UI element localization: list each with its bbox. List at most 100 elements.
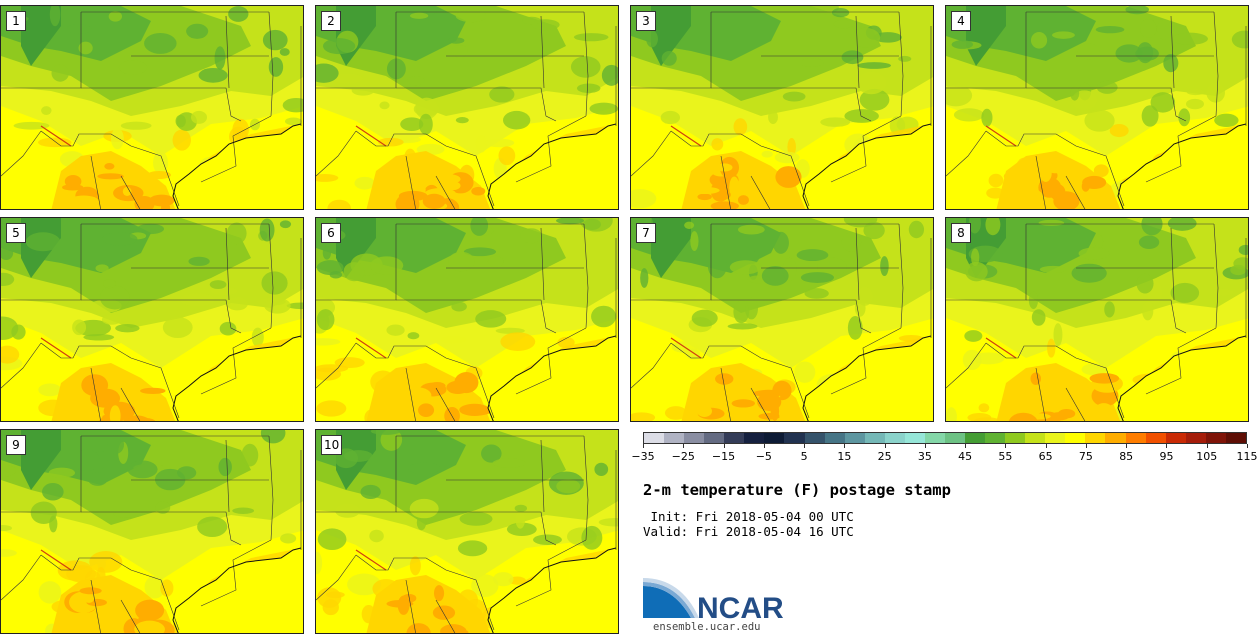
colorbar-segment (804, 433, 825, 443)
colorbar-label: 65 (1038, 450, 1053, 463)
colorbar-label: −15 (711, 450, 736, 463)
website-url: ensemble.ucar.edu (653, 621, 761, 633)
temperature-map (631, 218, 933, 421)
colorbar-segment (864, 433, 885, 443)
ncar-logo: NCAR (643, 578, 784, 622)
colorbar-tick (965, 444, 967, 448)
colorbar-segment (784, 433, 805, 443)
panel-number: 9 (6, 435, 26, 455)
colorbar-label: 75 (1078, 450, 1093, 463)
ensemble-member-panel: 2 (315, 5, 619, 210)
init-time: Init: Fri 2018-05-04 00 UTC (643, 509, 854, 524)
colorbar-segment (1085, 433, 1106, 443)
temperature-map (631, 6, 933, 209)
colorbar-segment (1025, 433, 1046, 443)
colorbar-segment (1185, 433, 1206, 443)
colorbar-segment (1125, 433, 1146, 443)
colorbar-label: 35 (917, 450, 932, 463)
colorbar-segment (904, 433, 925, 443)
temperature-map (316, 218, 618, 421)
valid-time: Valid: Fri 2018-05-04 16 UTC (643, 524, 854, 539)
panel-number: 8 (951, 223, 971, 243)
colorbar-label: 85 (1119, 450, 1134, 463)
temperature-map (1, 6, 303, 209)
colorbar-ticks (643, 444, 1248, 449)
colorbar-segment (1005, 433, 1026, 443)
plot-title: 2-m temperature (F) postage stamp (643, 481, 951, 499)
colorbar-label: 55 (998, 450, 1013, 463)
colorbar-segment (824, 433, 845, 443)
panel-number: 7 (636, 223, 656, 243)
colorbar-segment (724, 433, 745, 443)
ensemble-member-panel: 1 (0, 5, 304, 210)
colorbar-label: 5 (800, 450, 808, 463)
colorbar-segment (704, 433, 725, 443)
panel-number: 2 (321, 11, 341, 31)
ensemble-member-panel: 7 (630, 217, 934, 422)
colorbar-tick (1247, 444, 1248, 448)
colorbar-tick (884, 444, 886, 448)
colorbar-label: 15 (837, 450, 852, 463)
ensemble-member-panel: 9 (0, 429, 304, 634)
temperature-map (1, 218, 303, 421)
colorbar-segment (684, 433, 705, 443)
colorbar-tick (844, 444, 846, 448)
ensemble-member-panel: 4 (945, 5, 1249, 210)
colorbar-segment (1145, 433, 1166, 443)
colorbar-segment (884, 433, 905, 443)
colorbar-segment (1225, 433, 1246, 443)
ncar-logo-text: NCAR (697, 592, 784, 622)
ensemble-member-panel: 3 (630, 5, 934, 210)
colorbar-label: 115 (1236, 450, 1258, 463)
colorbar-segment (1205, 433, 1226, 443)
colorbar-tick (1126, 444, 1128, 448)
colorbar-tick (723, 444, 725, 448)
colorbar-tick (1166, 444, 1168, 448)
colorbar-tick (924, 444, 926, 448)
panel-number: 4 (951, 11, 971, 31)
panel-number: 1 (6, 11, 26, 31)
colorbar-segment (844, 433, 865, 443)
colorbar-label: 95 (1159, 450, 1174, 463)
colorbar-tick (643, 444, 644, 448)
colorbar-segment (924, 433, 945, 443)
colorbar-segment (664, 433, 685, 443)
colorbar-label: 105 (1196, 450, 1218, 463)
colorbar-label: −25 (671, 450, 695, 463)
panel-number: 6 (321, 223, 341, 243)
colorbar-segment (985, 433, 1006, 443)
colorbar-segment (764, 433, 785, 443)
temperature-map (316, 6, 618, 209)
panel-number: 3 (636, 11, 656, 31)
colorbar-segment (744, 433, 765, 443)
colorbar-label: 25 (877, 450, 892, 463)
colorbar-tick (1045, 444, 1047, 448)
temperature-colorbar (643, 432, 1247, 444)
ensemble-member-panel: 8 (945, 217, 1249, 422)
temperature-map (946, 6, 1248, 209)
temperature-map (946, 218, 1248, 421)
ensemble-member-panel: 5 (0, 217, 304, 422)
colorbar-labels: −35 −25 −15 −5 5 15 25 35 45 55 65 75 85 95 105 115 (631, 450, 1257, 464)
ensemble-member-panel: 6 (315, 217, 619, 422)
colorbar-tick (1005, 444, 1007, 448)
colorbar-segment (1105, 433, 1126, 443)
colorbar-tick (1206, 444, 1208, 448)
colorbar-tick (763, 444, 765, 448)
ensemble-member-panel: 10 (315, 429, 619, 634)
panel-number: 10 (321, 435, 343, 455)
colorbar-label: −5 (755, 450, 772, 463)
colorbar-segment (1045, 433, 1066, 443)
colorbar-segment (965, 433, 986, 443)
colorbar-tick (1085, 444, 1087, 448)
colorbar-segment (1165, 433, 1186, 443)
colorbar-tick (683, 444, 685, 448)
colorbar-segment (644, 433, 665, 443)
colorbar-tick (804, 444, 806, 448)
colorbar-label: −35 (631, 450, 655, 463)
temperature-map (316, 430, 618, 633)
colorbar-segment (1065, 433, 1086, 443)
panel-number: 5 (6, 223, 26, 243)
temperature-map (1, 430, 303, 633)
colorbar-segment (944, 433, 965, 443)
